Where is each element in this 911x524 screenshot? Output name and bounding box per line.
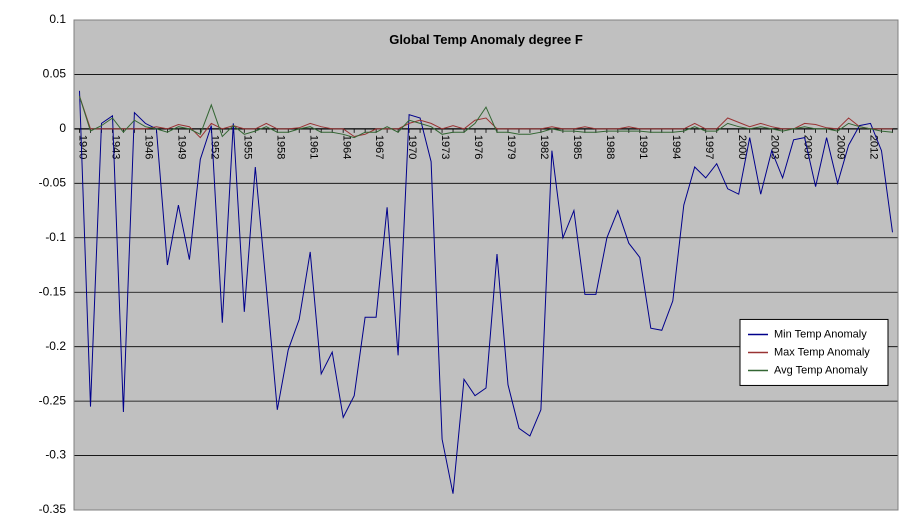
legend: Min Temp Anomaly Max Temp Anomaly Avg Temp… [740,319,888,385]
x-tick-label: 1958 [274,135,286,159]
x-tick-label: 1985 [571,135,583,159]
x-tick-label: 1976 [472,135,484,159]
x-tick-label: 1967 [373,135,385,159]
legend-label: Avg Temp Anomaly [774,364,868,376]
x-tick-label: 1973 [439,135,451,159]
chart-container: 0.1 0.05 0 -0.05 -0.1 -0.15 -0.2 -0.25 -0.3 -0.35… [0,0,911,524]
y-tick-label: 0 [59,121,66,135]
x-tick-label: 1955 [241,135,253,159]
legend-label: Min Temp Anomaly [774,328,867,340]
y-tick-label: -0.1 [45,230,66,244]
x-tick-label: 1982 [538,135,550,159]
y-tick-label: 0.05 [43,67,67,81]
x-tick-label: 1943 [110,135,122,159]
x-tick-label: 1949 [175,135,187,159]
y-tick-label: -0.3 [45,448,66,462]
x-tick-label: 1991 [637,135,649,159]
x-tick-label: 1988 [604,135,616,159]
x-tick-label: 1997 [703,135,715,159]
x-tick-label: 1979 [505,135,517,159]
x-tick-label: 1994 [670,135,682,159]
y-tick-label: -0.2 [45,339,66,353]
chart-title: Global Temp Anomaly degree F [389,32,583,47]
legend-label: Max Temp Anomaly [774,346,870,358]
x-tick-label: 1961 [307,135,319,159]
y-tick-label: -0.15 [39,284,67,298]
x-tick-label: 1964 [340,135,352,159]
plot-area [74,20,898,510]
x-tick-label: 2012 [868,135,880,159]
x-tick-label: 1952 [208,135,220,159]
x-tick-label: 1946 [143,135,155,159]
x-tick-label: 2009 [835,135,847,159]
y-tick-label: 0.1 [49,12,66,26]
y-tick-label: -0.25 [39,393,67,407]
y-tick-label: -0.35 [39,502,67,516]
anomaly-chart: 0.1 0.05 0 -0.05 -0.1 -0.15 -0.2 -0.25 -0.3 -0.35… [0,0,911,524]
y-tick-label: -0.05 [39,176,67,190]
x-tick-label: 2006 [802,135,814,159]
x-tick-label: 1940 [77,135,89,159]
